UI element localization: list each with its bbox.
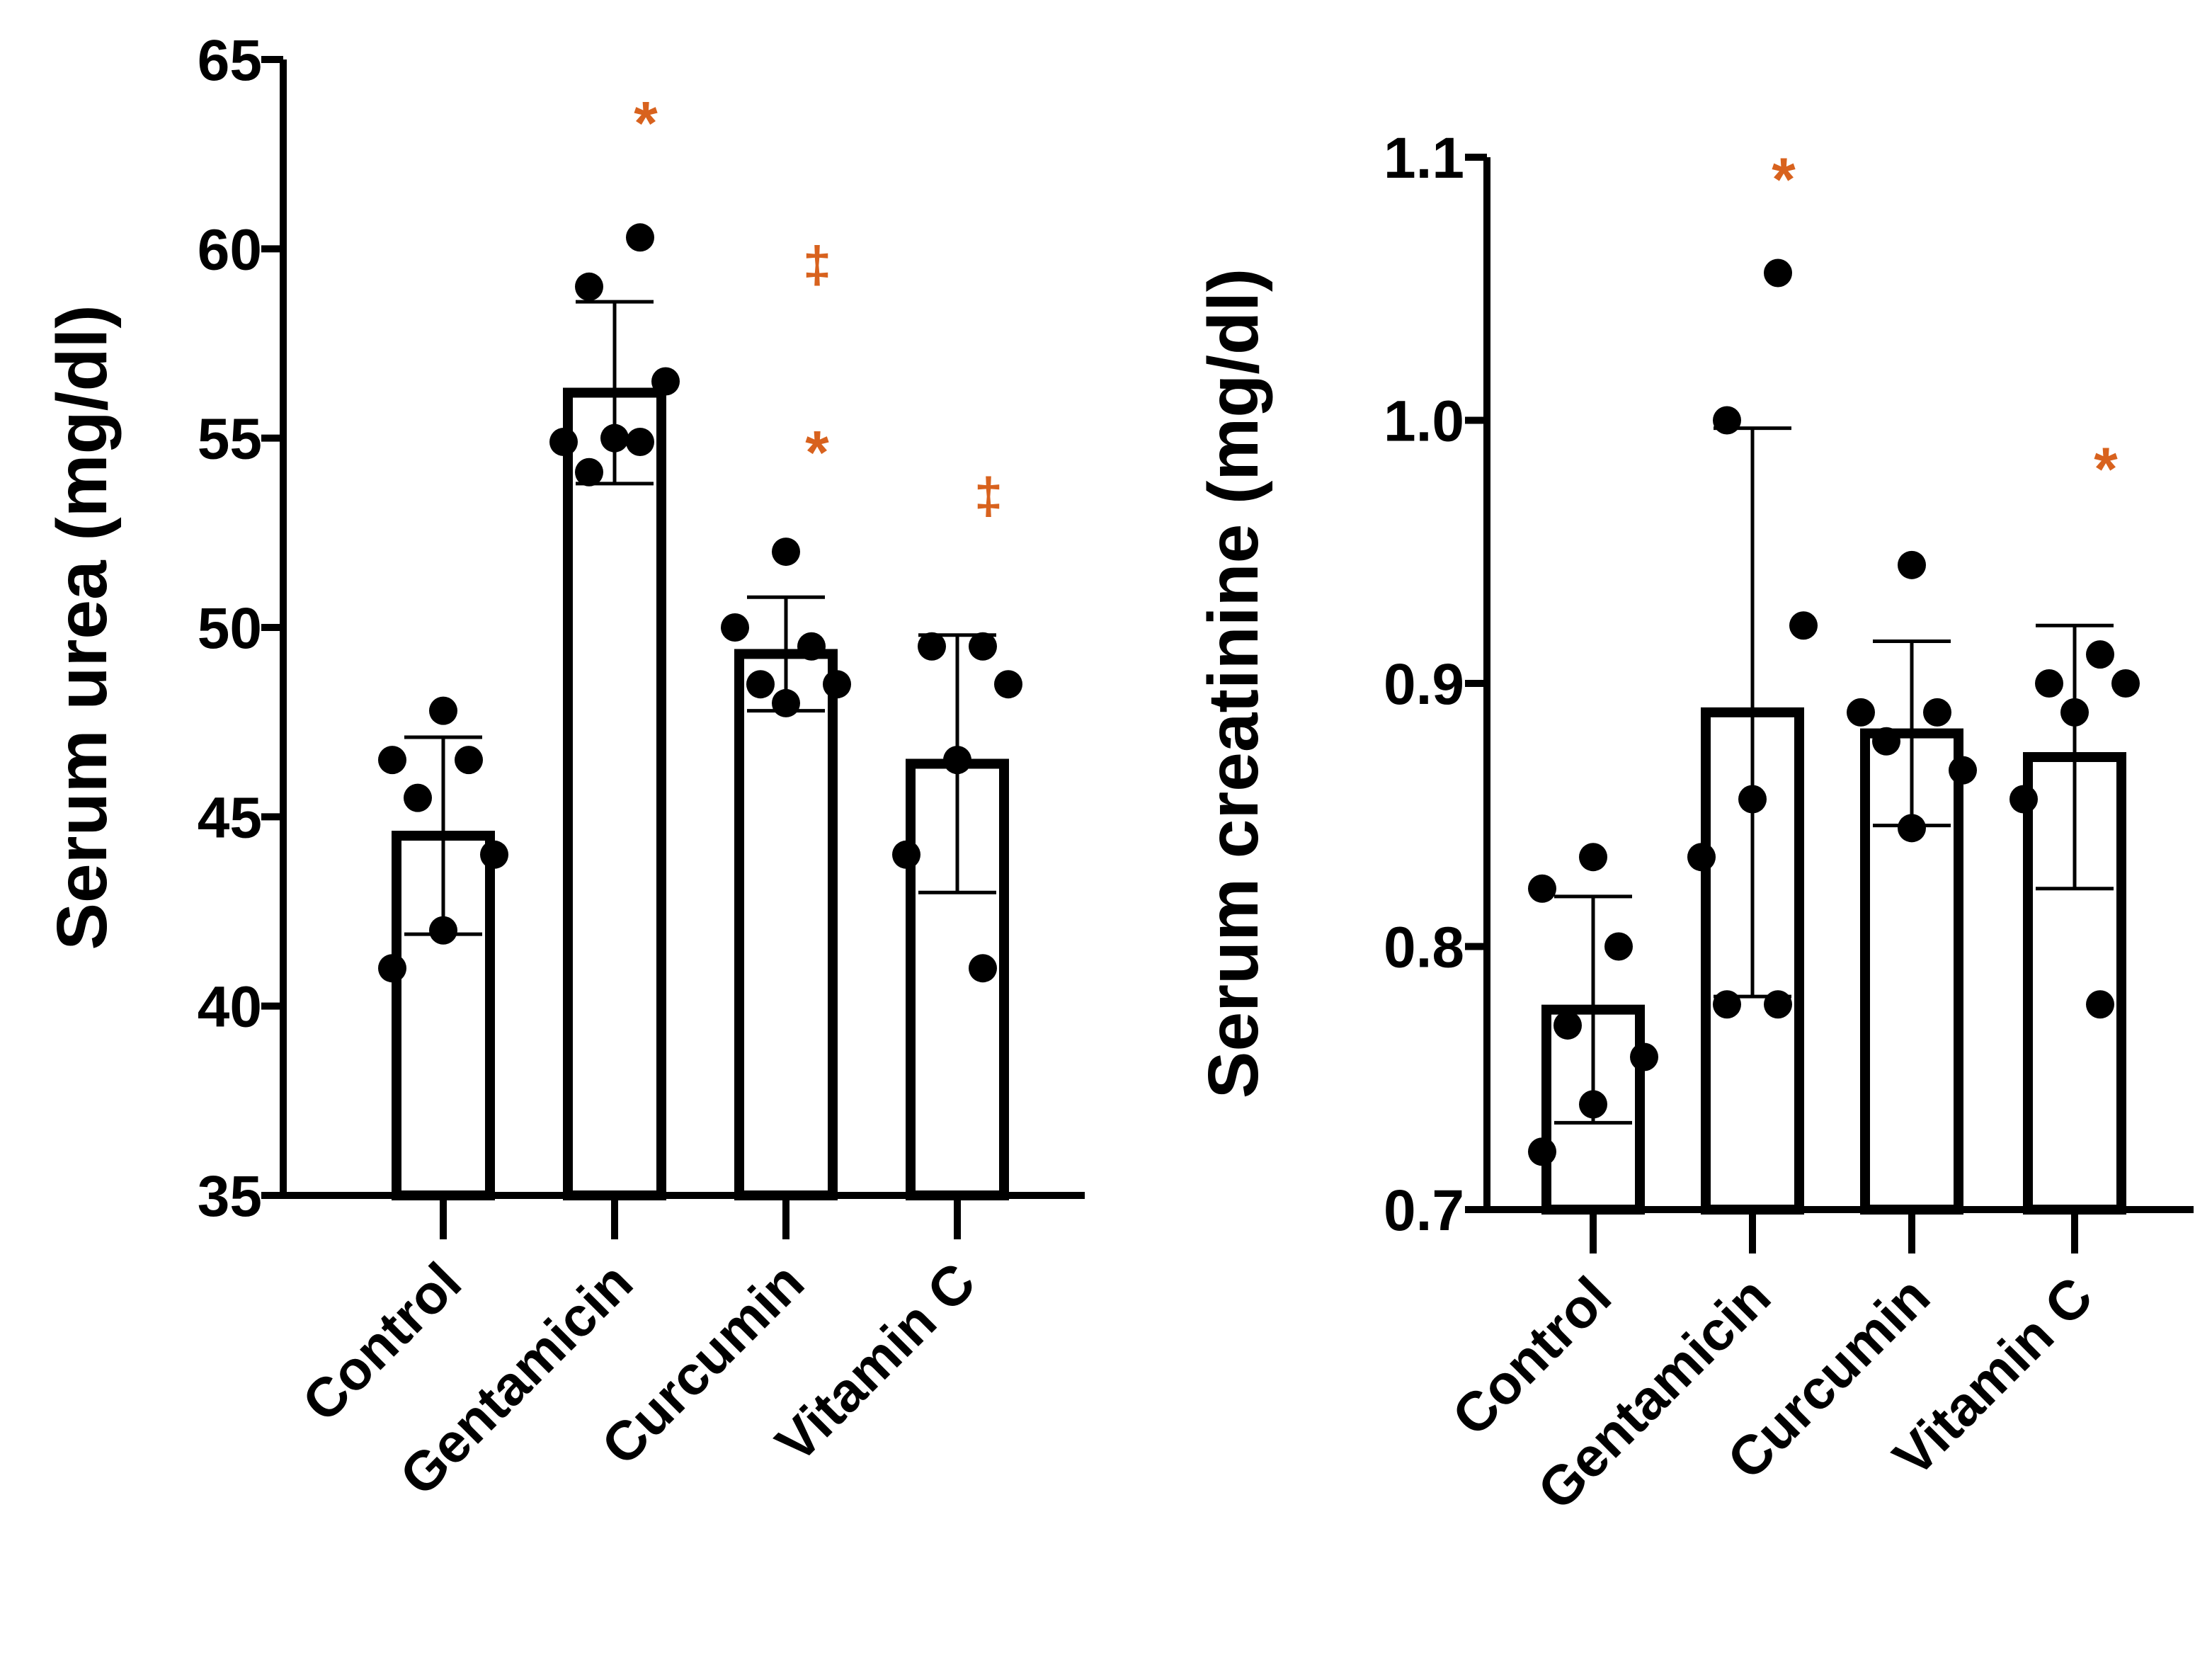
data-point (797, 632, 826, 661)
data-point (1528, 874, 1556, 903)
data-point (2111, 669, 2140, 698)
data-point (892, 840, 920, 869)
bar-gentamicin (563, 387, 666, 1200)
data-point (746, 670, 775, 699)
data-point (626, 223, 654, 252)
data-point (2009, 785, 2038, 814)
data-point (480, 840, 508, 869)
data-point (429, 696, 457, 725)
data-point (404, 783, 432, 812)
data-point (969, 954, 997, 983)
data-point (575, 272, 603, 301)
y-tick-label: 0.7 (1384, 1178, 1464, 1243)
data-point (2060, 698, 2089, 727)
y-tick-label: 1.1 (1384, 126, 1464, 191)
data-point (1923, 698, 1951, 727)
data-point (1528, 1137, 1556, 1166)
data-point (1872, 727, 1900, 756)
data-point (721, 613, 749, 642)
data-point (1738, 785, 1767, 814)
data-point (1898, 814, 1926, 843)
y-tick-label: 0.8 (1384, 916, 1464, 980)
data-point (1949, 756, 1977, 785)
y-tick-label: 35 (198, 1164, 262, 1229)
data-point (1764, 990, 1792, 1019)
data-point (1713, 406, 1741, 435)
data-point (1764, 258, 1792, 288)
data-point (2086, 990, 2114, 1019)
data-point (1847, 698, 1875, 727)
significance-asterisk: * (805, 419, 829, 487)
y-axis-title: Serum creatinine (mg/dl) (1194, 268, 1273, 1098)
data-point (378, 954, 406, 983)
data-point (1579, 843, 1607, 872)
data-point (1713, 990, 1741, 1019)
y-tick-label: 1.0 (1384, 390, 1464, 454)
significance-asterisk: * (1772, 146, 1796, 214)
data-point (378, 746, 406, 775)
data-point (429, 916, 457, 945)
y-tick-label: 50 (198, 596, 262, 661)
data-point (1579, 1090, 1607, 1119)
data-point (2035, 669, 2063, 698)
data-point (1789, 611, 1818, 640)
data-point (994, 670, 1022, 699)
data-point (969, 632, 997, 661)
significance-double-dagger: ‡ (803, 237, 831, 294)
bar-curcumin (734, 649, 838, 1200)
y-tick-label: 45 (198, 785, 262, 850)
data-point (1553, 1011, 1582, 1040)
data-point (1898, 550, 1926, 579)
y-tick-label: 60 (198, 217, 262, 282)
data-point (823, 670, 851, 699)
significance-asterisk: * (2094, 436, 2118, 504)
data-point (600, 423, 629, 453)
data-point (772, 688, 800, 717)
data-point (549, 428, 578, 457)
data-point (2086, 640, 2114, 669)
y-tick-label: 0.9 (1384, 652, 1464, 717)
data-point (943, 746, 971, 775)
y-tick-label: 40 (198, 975, 262, 1040)
significance-asterisk: * (634, 90, 658, 158)
data-point (575, 457, 603, 487)
data-point (1604, 932, 1633, 961)
y-tick-label: 55 (198, 407, 262, 472)
data-point (651, 367, 680, 396)
data-point (918, 632, 946, 661)
y-axis-title: Serum urea (mg/dl) (42, 305, 122, 950)
data-point (1630, 1042, 1658, 1071)
data-point (1687, 843, 1716, 872)
y-tick-label: 65 (198, 28, 262, 93)
data-point (772, 538, 800, 567)
data-point (626, 428, 654, 457)
data-point (455, 746, 483, 775)
significance-double-dagger: ‡ (974, 468, 1003, 525)
